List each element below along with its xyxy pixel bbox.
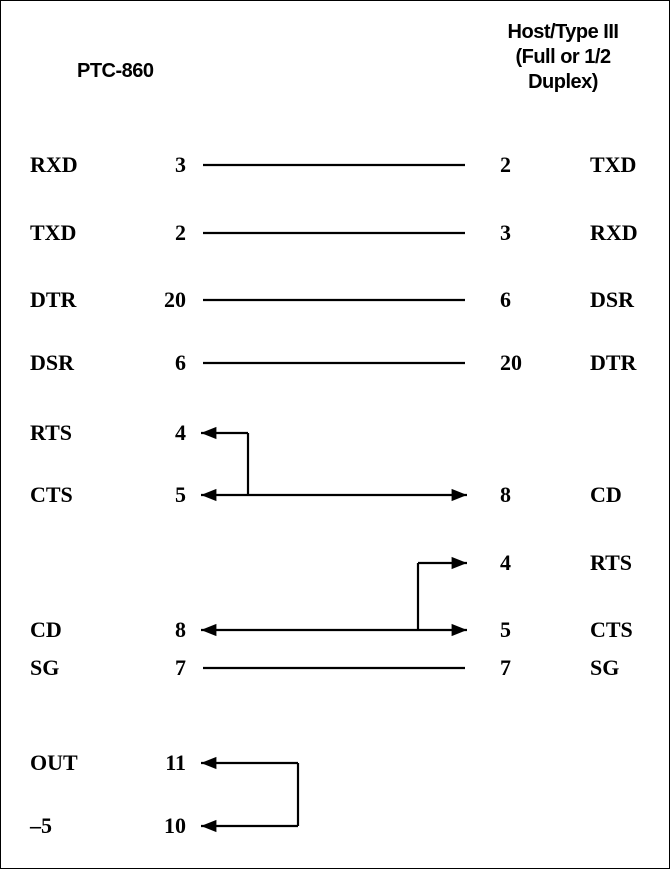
left-device-header: PTC-860 [77,60,154,82]
right-pin-0: 2 [500,152,511,177]
left-pin-1: 2 [175,220,186,245]
left-signal-3: DSR [30,350,75,375]
left-signal-0: RXD [30,152,78,177]
left-pin-4: 4 [175,420,186,445]
right-pin-6: 4 [500,550,511,575]
right-signal-8: SG [590,655,620,680]
right-header-line-2: (Full or 1/2 [515,46,611,68]
left-pin-5: 5 [175,482,186,507]
right-signal-7: CTS [590,617,633,642]
right-signal-2: DSR [590,287,635,312]
right-pin-1: 3 [500,220,511,245]
left-signal-10: –5 [30,813,52,838]
right-header-line-3: Duplex) [528,71,598,93]
right-signal-6: RTS [590,550,633,575]
left-signal-4: RTS [30,420,73,445]
left-signal-1: TXD [30,220,77,245]
left-pin-8: 7 [175,655,186,680]
left-signal-8: SG [30,655,60,680]
left-pin-0: 3 [175,152,186,177]
right-signal-1: RXD [590,220,638,245]
right-signal-3: DTR [590,350,637,375]
left-signal-9: OUT [30,750,78,775]
left-pin-2: 20 [164,287,186,312]
left-signal-2: DTR [30,287,77,312]
left-pin-3: 6 [175,350,186,375]
right-signal-0: TXD [590,152,637,177]
left-pin-10: 10 [164,813,186,838]
left-pin-9: 11 [165,750,186,775]
right-pin-5: 8 [500,482,511,507]
right-device-header: Host/Type III (Full or 1/2 Duplex) [478,20,648,95]
left-signal-5: CTS [30,482,73,507]
left-pin-7: 8 [175,617,186,642]
right-pin-3: 20 [500,350,522,375]
right-signal-5: CD [590,482,622,507]
right-pin-8: 7 [500,655,511,680]
right-pin-2: 6 [500,287,511,312]
right-header-line-1: Host/Type III [507,21,619,43]
left-signal-7: CD [30,617,62,642]
right-pin-7: 5 [500,617,511,642]
